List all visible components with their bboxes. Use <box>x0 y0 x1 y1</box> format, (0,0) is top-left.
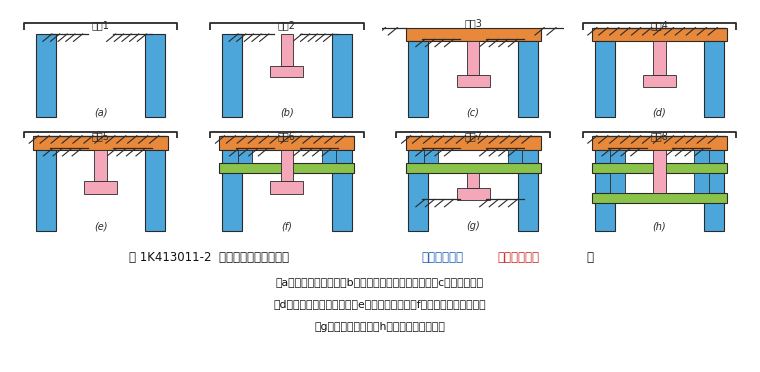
Bar <box>145 34 166 117</box>
Text: 土方、结构均: 土方、结构均 <box>422 251 464 264</box>
Text: 步骤2: 步骤2 <box>278 20 296 30</box>
Text: (f): (f) <box>281 221 293 231</box>
Bar <box>94 150 107 182</box>
Bar <box>321 150 336 163</box>
Text: 步骤7: 步骤7 <box>464 132 482 141</box>
Bar <box>424 150 439 163</box>
Bar <box>457 188 489 201</box>
Bar <box>643 75 676 87</box>
Text: 由上至下施工: 由上至下施工 <box>498 251 540 264</box>
Text: 步骤8: 步骤8 <box>651 132 668 141</box>
Bar <box>457 75 489 87</box>
Text: 图 1K413011-2  盖挖逆作法施工流程（: 图 1K413011-2 盖挖逆作法施工流程（ <box>129 251 290 264</box>
Bar <box>592 28 727 41</box>
Bar <box>280 150 293 182</box>
Text: (c): (c) <box>467 108 480 118</box>
Bar <box>238 150 252 163</box>
Bar <box>406 163 540 173</box>
Bar <box>33 136 168 150</box>
Bar <box>518 41 538 117</box>
Bar <box>594 150 615 231</box>
Bar <box>508 150 522 163</box>
Text: (a): (a) <box>94 108 107 118</box>
Bar <box>408 150 429 231</box>
Text: （g）开挖下层土；（h）构筑下层主体结构: （g）开挖下层土；（h）构筑下层主体结构 <box>315 322 445 332</box>
Bar <box>222 150 242 231</box>
Bar <box>222 34 242 117</box>
Bar <box>653 150 666 193</box>
Bar <box>592 163 727 173</box>
Bar <box>467 173 480 188</box>
Bar <box>220 136 354 150</box>
Text: (h): (h) <box>653 221 666 231</box>
Bar <box>694 173 708 193</box>
Bar <box>694 150 708 163</box>
Text: 步骤6: 步骤6 <box>278 132 296 141</box>
Bar <box>704 41 724 117</box>
Text: (b): (b) <box>280 108 294 118</box>
Bar <box>704 150 724 231</box>
Text: 步骤1: 步骤1 <box>92 20 109 30</box>
Text: 步骤3: 步骤3 <box>464 18 482 28</box>
Bar <box>594 41 615 117</box>
Text: (e): (e) <box>94 221 107 231</box>
Text: (d): (d) <box>652 108 667 118</box>
Bar <box>280 34 293 66</box>
Bar <box>331 34 352 117</box>
Text: （a）构筑围护结构；（b）构筑主体结构中间立柱；（c）构筑顶板；: （a）构筑围护结构；（b）构筑主体结构中间立柱；（c）构筑顶板； <box>276 277 484 287</box>
Bar <box>271 66 303 77</box>
Bar <box>592 136 727 150</box>
Bar <box>406 28 540 41</box>
Text: 步骤4: 步骤4 <box>651 20 668 30</box>
Bar <box>408 41 429 117</box>
Bar <box>331 150 352 231</box>
Text: 步骤5: 步骤5 <box>92 132 109 141</box>
Bar <box>36 150 56 231</box>
Bar <box>145 150 166 231</box>
Text: (g): (g) <box>466 221 480 231</box>
Bar <box>467 41 480 75</box>
Bar <box>610 150 625 163</box>
Bar <box>610 173 625 193</box>
Text: ）: ） <box>587 251 594 264</box>
Bar <box>592 193 727 202</box>
Bar <box>653 41 666 75</box>
Bar <box>518 150 538 231</box>
Bar <box>84 182 117 194</box>
Bar <box>220 163 354 173</box>
Bar <box>271 182 303 194</box>
Text: （d）回填土、恢复路面；（e）开挖中层土；（f）构筑上层主体结构；: （d）回填土、恢复路面；（e）开挖中层土；（f）构筑上层主体结构； <box>274 299 486 310</box>
Bar <box>36 34 56 117</box>
Bar <box>406 136 540 150</box>
